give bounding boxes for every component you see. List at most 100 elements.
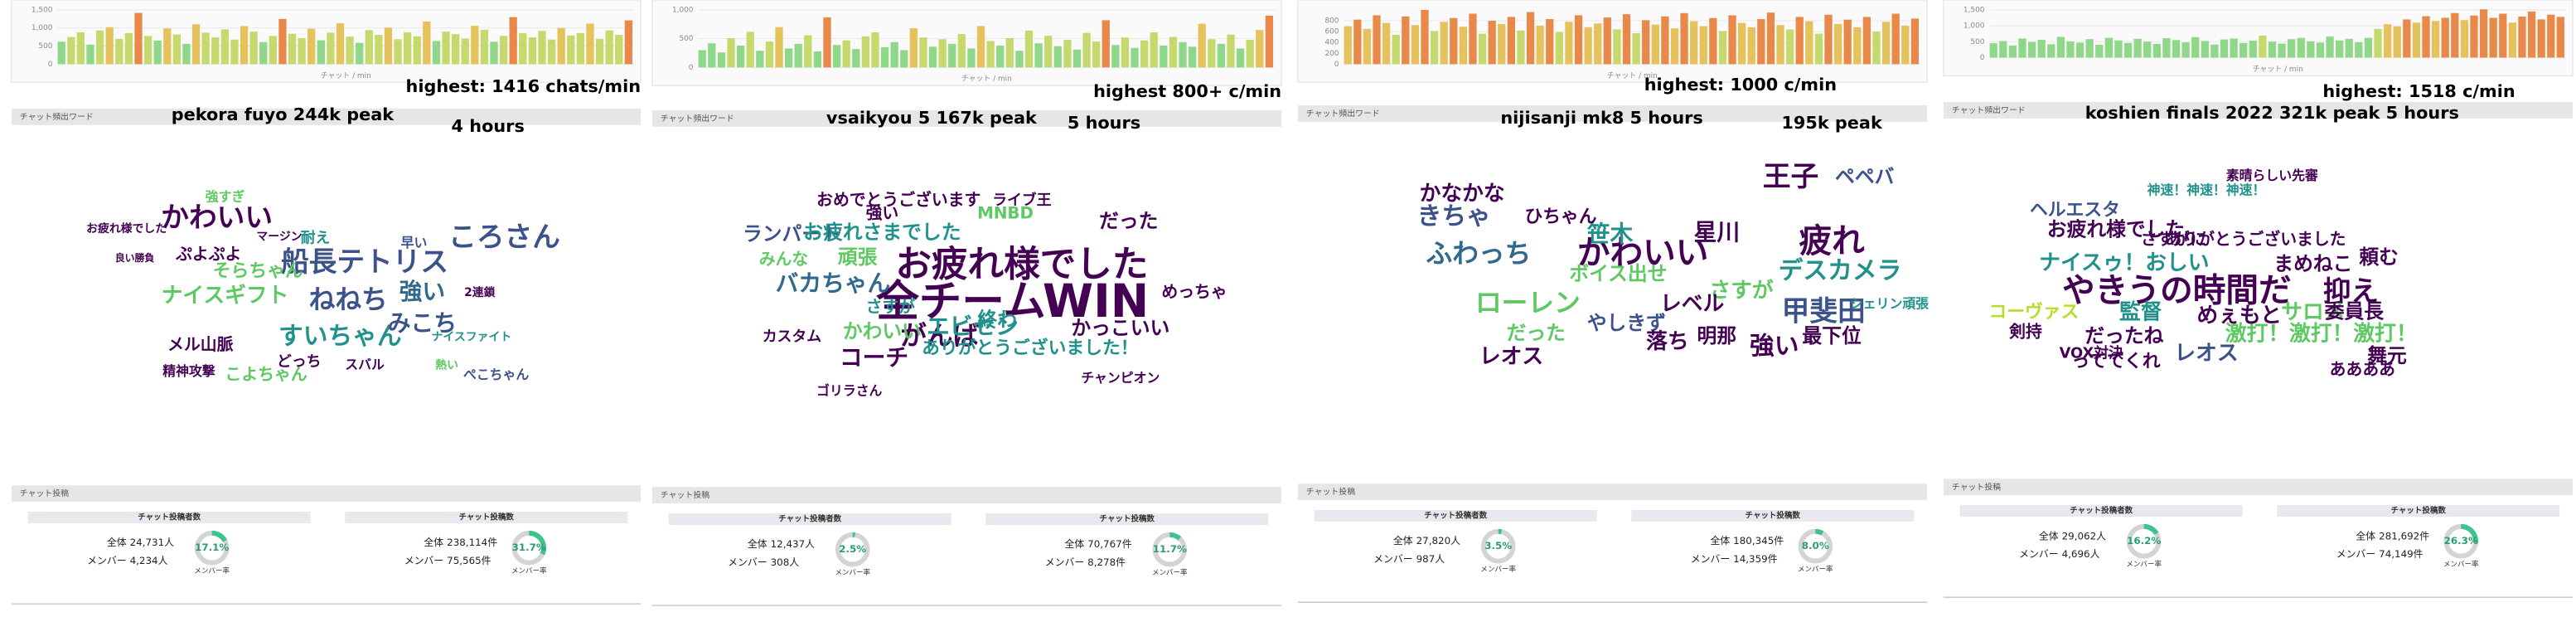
bar [1440, 22, 1448, 65]
bar [2499, 13, 2507, 58]
chart-frame [1943, 0, 2574, 76]
bar [1613, 29, 1621, 65]
cloud-word: 落ち [1646, 329, 1689, 354]
stat-label: 全体 [2356, 530, 2375, 542]
stat-label: 全体 [1064, 538, 1084, 550]
stat-label: 全体 [424, 537, 443, 548]
x-axis-label: チャット / min [321, 71, 371, 80]
card-heading: チャット投稿数 [1100, 513, 1155, 523]
card-heading: チャット投稿者数 [138, 512, 201, 522]
bar [124, 32, 133, 65]
bar [1160, 45, 1168, 68]
bar [938, 39, 947, 68]
bar [746, 32, 754, 68]
stat-label: メンバー [1373, 553, 1412, 565]
bar [1642, 20, 1650, 65]
cloud-word: シェリン頑張 [1850, 296, 1929, 312]
cloud-word: バカちゃん [776, 270, 891, 297]
highest-caption: highest 800+ c/min [1093, 81, 1281, 101]
section-title: チャット頻出ワード [1306, 108, 1380, 119]
cloud-word: ランパート [743, 222, 841, 245]
card-heading: チャット投稿者数 [2070, 506, 2133, 516]
cloud-word: っててくれ [2071, 351, 2160, 372]
bar [1430, 31, 1439, 65]
cloud-word: 船長テトリス [281, 245, 448, 278]
cloud-word: 精神攻撃 [162, 363, 215, 379]
bar [471, 26, 479, 65]
bar [2441, 17, 2449, 58]
bar [191, 24, 201, 65]
bar [1363, 28, 1372, 65]
bar [2527, 11, 2536, 58]
bar [1498, 23, 1506, 65]
bar [1517, 30, 1525, 65]
stat-label: メンバー [2019, 548, 2058, 560]
card-heading-bar [1959, 505, 2243, 517]
cloud-word: お疲れ様でした [2047, 217, 2185, 240]
cloud-word: きちゃ [1417, 202, 1491, 231]
bar [727, 37, 735, 68]
cloud-word: WIN [1043, 274, 1149, 328]
donut-arc [2443, 523, 2479, 559]
rate-caption: メンバー率 [194, 566, 230, 576]
bar [2027, 41, 2036, 58]
bar [163, 28, 172, 65]
bar [2114, 40, 2123, 58]
cloud-word: さすが [866, 298, 916, 317]
cloud-word: 強すぎ [206, 189, 245, 205]
card-heading: チャット投稿数 [459, 512, 515, 522]
bar [86, 44, 94, 65]
overlay-title: nijisanji mk8 5 hours [1500, 108, 1702, 128]
bar [1024, 30, 1034, 68]
cloud-word: さすがに [2141, 230, 2206, 249]
bar [1565, 22, 1573, 65]
bar [1392, 35, 1400, 65]
bar [240, 26, 249, 65]
stat-label: メンバー [1045, 556, 1084, 568]
cloud-word: ナイスギフト [162, 284, 289, 308]
cloud-word: ペペバ [1835, 165, 1895, 188]
section-title: チャット投稿 [1306, 486, 1355, 497]
stat-value: 75,565件 [447, 555, 491, 566]
bar [2123, 42, 2133, 58]
bar [1053, 46, 1062, 68]
y-tick-label: 200 [1324, 50, 1339, 58]
y-tick-label: 1,500 [31, 6, 53, 14]
bar [298, 37, 306, 65]
bar [278, 18, 287, 65]
bar [2364, 37, 2373, 58]
bar [2451, 12, 2459, 58]
bar [794, 43, 802, 68]
donut-arc [835, 532, 870, 567]
bar [2547, 14, 2555, 58]
bar [1738, 22, 1746, 65]
bar [1411, 25, 1420, 65]
bar [2172, 40, 2181, 58]
highest-caption: highest: 1518 c/min [2322, 81, 2515, 101]
bar [605, 30, 613, 65]
cloud-word: 委員長 [2325, 299, 2385, 323]
y-tick-label: 1,000 [1963, 22, 1985, 31]
bar [1670, 28, 1679, 65]
bar [2201, 41, 2209, 58]
y-tick-label: 1,000 [672, 6, 694, 14]
bar [871, 32, 879, 68]
cloud-word: ころさん [448, 221, 560, 253]
rate-caption: メンバー率 [511, 566, 547, 576]
bar [1757, 19, 1765, 65]
bar [1353, 19, 1362, 65]
overlay-title: koshien finals 2022 321k peak 5 hours [2085, 103, 2459, 123]
highest-caption: highest: 1000 c/min [1644, 75, 1837, 95]
bar [708, 43, 716, 68]
cloud-word: 強い [866, 203, 899, 222]
card-heading-bar [345, 512, 628, 523]
bar [1082, 32, 1091, 68]
stat-label: メンバー [404, 555, 443, 566]
cloud-word: 頼む [2359, 245, 2399, 269]
bar [1188, 46, 1197, 68]
bar [1044, 36, 1053, 68]
section-title: チャット投稿 [20, 488, 69, 498]
bar [2152, 43, 2161, 58]
cloud-word: デスカメラ [1779, 256, 1902, 285]
cloud-word: すいちゃん [278, 322, 402, 351]
